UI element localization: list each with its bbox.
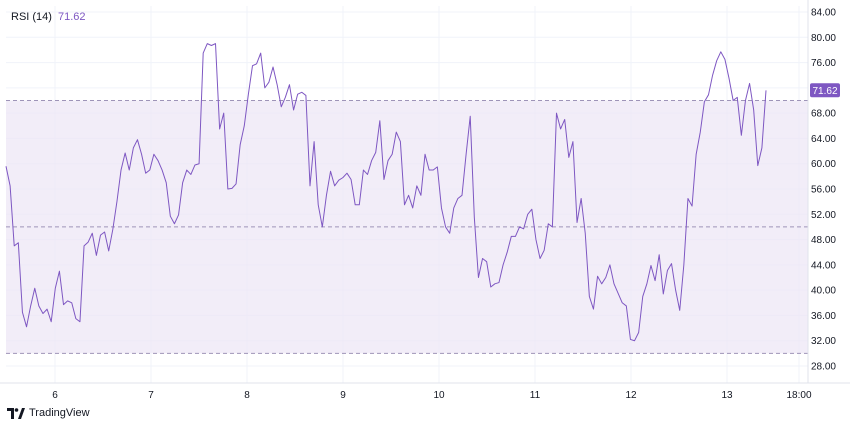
last-value-badge-bg (810, 83, 840, 98)
rsi-series-line (5, 43, 767, 342)
y-tick-label: 80.00 (811, 33, 836, 44)
y-tick-label: 56.00 (811, 185, 836, 196)
x-tick-label: 6 (52, 390, 58, 401)
tradingview-branding[interactable]: TradingView (7, 407, 90, 419)
indicator-name: RSI (14) (11, 11, 52, 23)
y-axis-ticks: 84.0080.0076.0072.0068.0064.0060.0056.00… (811, 8, 836, 373)
y-tick-label: 36.00 (811, 311, 836, 322)
y-tick-label: 48.00 (811, 235, 836, 246)
y-tick-label: 32.00 (811, 336, 836, 347)
y-tick-label: 84.00 (811, 8, 836, 19)
x-tick-label: 10 (433, 390, 445, 401)
x-tick-label: 7 (148, 390, 154, 401)
y-tick-label: 60.00 (811, 159, 836, 170)
x-tick-label: 13 (721, 390, 733, 401)
last-value-label: 71.62 (812, 86, 837, 97)
brand-name: TradingView (29, 407, 90, 419)
x-tick-label: 9 (340, 390, 346, 401)
x-tick-label: 18:00 (786, 390, 811, 401)
indicator-legend[interactable]: RSI (14) 71.62 (11, 11, 86, 23)
y-tick-label: 76.00 (811, 58, 836, 69)
x-tick-label: 11 (530, 390, 541, 401)
tradingview-logo-icon (7, 407, 25, 419)
x-tick-label: 12 (625, 390, 637, 401)
y-tick-label: 28.00 (811, 362, 836, 373)
y-tick-label: 68.00 (811, 109, 836, 120)
x-tick-label: 8 (244, 390, 250, 401)
y-tick-label: 52.00 (811, 210, 836, 221)
y-tick-label: 44.00 (811, 260, 836, 271)
y-tick-label: 40.00 (811, 286, 836, 297)
indicator-value: 71.62 (57, 11, 86, 23)
y-tick-label: 64.00 (811, 134, 836, 145)
last-value-badge: 71.62 (810, 83, 840, 98)
x-axis-ticks: 6 7 8 9 10 11 12 13 18:00 (52, 390, 812, 401)
